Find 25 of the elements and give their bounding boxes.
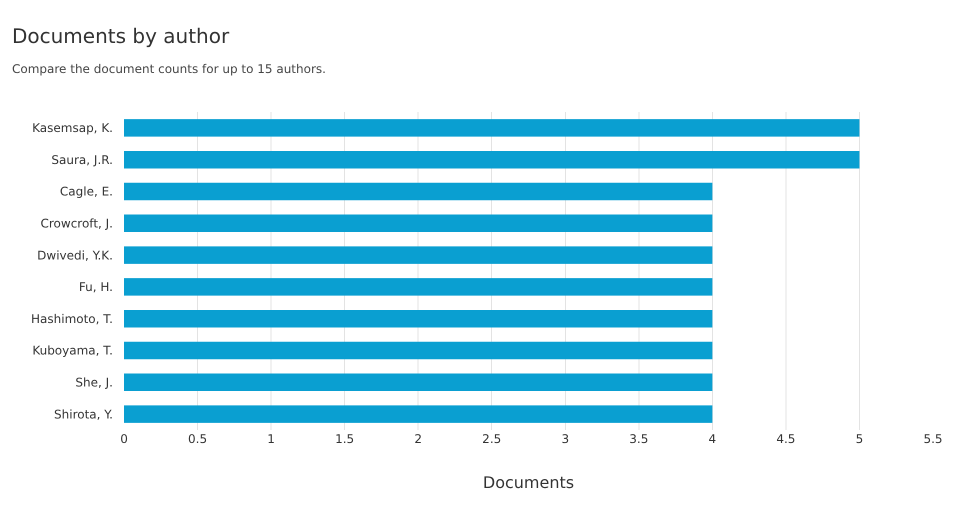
- x-tick-label: 4.5: [776, 432, 796, 446]
- y-tick-label: Cagle, E.: [60, 184, 113, 199]
- y-tick-label: Shirota, Y.: [54, 407, 113, 422]
- x-tick-label: 3.5: [629, 432, 648, 446]
- x-tick-label: 5: [856, 432, 864, 446]
- x-tick-label: 1: [267, 432, 275, 446]
- x-tick-label: 2: [414, 432, 422, 446]
- y-tick-label: Fu, H.: [78, 280, 113, 294]
- y-tick-label: Kuboyama, T.: [32, 344, 113, 358]
- y-tick-label: Dwivedi, Y.K.: [37, 248, 113, 262]
- x-tick-label: 0: [120, 432, 128, 446]
- x-tick-label: 2.5: [482, 432, 502, 446]
- y-tick-label: Saura, J.R.: [51, 152, 113, 167]
- x-tick-label: 3: [561, 432, 570, 446]
- y-tick-label: Crowcroft, J.: [40, 216, 113, 230]
- y-tick-label: She, J.: [75, 376, 113, 390]
- x-tick-label: 1.5: [335, 432, 354, 446]
- chart-title: Documents by author: [12, 24, 230, 48]
- x-tick-label: 0.5: [188, 432, 208, 446]
- y-tick-label: Hashimoto, T.: [31, 312, 113, 326]
- x-tick-label: 5.5: [923, 432, 943, 446]
- x-tick-label: 4: [708, 432, 716, 446]
- y-tick-label: Kasemsap, K.: [32, 121, 113, 136]
- chart-subtitle: Compare the document counts for up to 15 authors.: [12, 62, 326, 76]
- x-axis-title: Documents: [482, 473, 574, 492]
